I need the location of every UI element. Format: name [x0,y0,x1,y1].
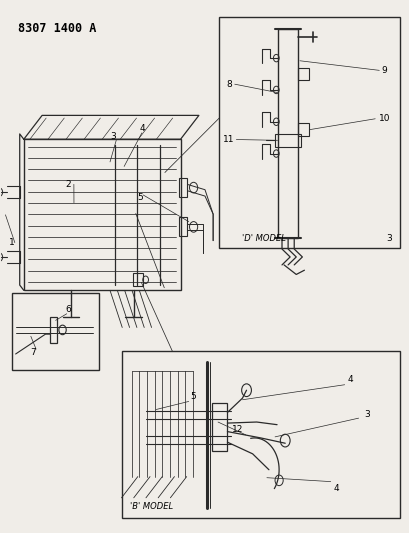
Bar [297,68,308,80]
Bar [178,178,187,197]
Text: 3: 3 [385,234,391,243]
Text: 5: 5 [189,392,195,401]
Text: 4: 4 [333,484,338,493]
Bar [278,29,297,238]
Text: 11: 11 [222,135,234,144]
Text: 3: 3 [110,132,116,141]
Bar [178,217,187,237]
Text: 8307 1400 A: 8307 1400 A [18,21,96,35]
Text: 9: 9 [380,66,386,75]
Bar [274,134,301,147]
Text: 4: 4 [346,375,352,384]
Text: 5: 5 [137,193,142,202]
Text: 12: 12 [231,425,243,434]
Bar [219,17,400,248]
Text: 3: 3 [363,410,369,419]
Text: 6: 6 [65,305,71,314]
Text: 'D' MODEL: 'D' MODEL [241,234,285,243]
Bar [24,139,180,290]
Text: 1: 1 [9,238,14,247]
Text: 7: 7 [31,349,36,358]
Bar [132,273,142,286]
Bar [50,317,57,343]
Bar [121,351,400,519]
Bar [297,123,308,136]
Text: 8: 8 [226,79,232,88]
Bar [11,293,99,370]
Text: 4: 4 [139,124,144,133]
Bar [211,403,227,451]
Text: 2: 2 [65,180,71,189]
Text: 10: 10 [378,114,390,123]
Text: 'B' MODEL: 'B' MODEL [130,502,173,511]
